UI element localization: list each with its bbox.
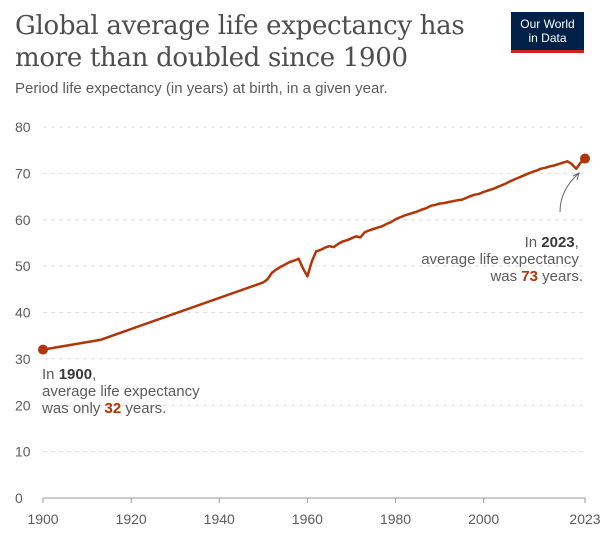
y-tick-label: 80 bbox=[15, 119, 31, 135]
x-tick-label: 1940 bbox=[204, 511, 235, 527]
annotation-1900-prefix: In bbox=[42, 366, 59, 383]
annotation-1900-line3-suffix: years. bbox=[121, 400, 166, 417]
owid-logo[interactable]: Our World in Data bbox=[511, 12, 584, 53]
end-point-marker bbox=[580, 153, 590, 164]
annotation-2023-year: 2023 bbox=[541, 234, 574, 251]
annotation-1900-line2: average life expectancy bbox=[42, 383, 200, 400]
y-tick-label: 70 bbox=[15, 165, 31, 181]
annotation-1900-value: 32 bbox=[105, 400, 122, 417]
annotation-2023-line3-prefix: was bbox=[489, 268, 521, 285]
life-expectancy-line bbox=[41, 157, 587, 351]
x-tick-label: 1920 bbox=[116, 511, 147, 527]
arrow-head-icon bbox=[572, 172, 580, 181]
annotation-2023: In 2023, average life expectancy was 73 … bbox=[421, 234, 583, 285]
series-world bbox=[38, 153, 590, 355]
annotation-1900-year: 1900 bbox=[59, 366, 92, 383]
x-axis: 1900 1920 1940 1960 1980 2000 2023 bbox=[27, 498, 600, 527]
x-tick-label: 2000 bbox=[468, 511, 499, 527]
x-tick-label: 2023 bbox=[569, 511, 600, 527]
y-tick-label: 20 bbox=[15, 397, 31, 413]
x-tick-label: 1980 bbox=[380, 511, 411, 527]
start-point-marker bbox=[38, 344, 48, 355]
annotation-2023-suffix: , bbox=[575, 234, 579, 251]
chart-subtitle: Period life expectancy (in years) at bir… bbox=[15, 80, 388, 97]
annotation-2023-prefix: In bbox=[525, 234, 542, 251]
chart-title: Global average life expectancy has more … bbox=[15, 11, 465, 73]
x-tick-label: 1960 bbox=[292, 511, 323, 527]
annotation-2023-line3-suffix: years. bbox=[538, 268, 583, 285]
y-tick-label: 50 bbox=[15, 258, 31, 274]
x-tick-label: 1900 bbox=[27, 511, 58, 527]
annotation-arrow bbox=[559, 173, 579, 213]
y-tick-label: 0 bbox=[15, 490, 23, 506]
logo-line-2: in Data bbox=[528, 31, 567, 45]
logo-line-1: Our World bbox=[520, 17, 575, 31]
annotation-1900-line3-prefix: was only bbox=[41, 400, 105, 417]
annotation-2023-value: 73 bbox=[521, 268, 538, 285]
annotation-1900: In 1900, average life expectancy was onl… bbox=[41, 366, 204, 417]
annotation-1900-suffix: , bbox=[92, 366, 96, 383]
y-axis: 0 10 20 30 40 50 60 70 80 bbox=[15, 119, 31, 506]
y-tick-label: 60 bbox=[15, 212, 31, 228]
annotation-2023-line2: average life expectancy bbox=[421, 251, 579, 268]
y-tick-label: 40 bbox=[15, 305, 31, 321]
grid-lines bbox=[43, 126, 585, 499]
y-tick-label: 30 bbox=[15, 351, 31, 367]
y-tick-label: 10 bbox=[15, 444, 31, 460]
